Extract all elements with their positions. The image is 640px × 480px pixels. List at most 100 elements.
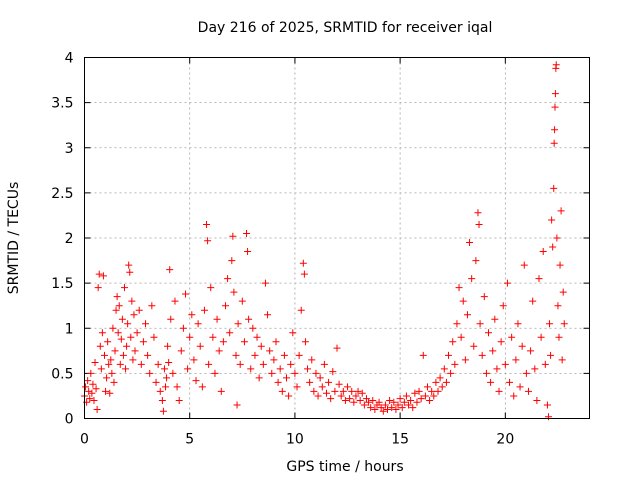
y-tick-label: 3.5 <box>51 96 73 112</box>
data-point <box>426 396 434 404</box>
data-point <box>152 378 160 386</box>
data-point <box>110 378 118 386</box>
data-point <box>92 385 100 393</box>
data-point <box>522 369 530 377</box>
data-point <box>379 407 387 415</box>
data-point <box>478 351 486 359</box>
data-point <box>158 396 166 404</box>
data-point <box>114 329 122 337</box>
data-point <box>268 369 276 377</box>
x-tick-label: 5 <box>185 432 194 448</box>
data-point <box>228 257 236 265</box>
data-point <box>487 378 495 386</box>
data-point <box>386 396 394 404</box>
data-point <box>423 383 431 391</box>
data-point <box>470 342 478 350</box>
data-point <box>558 356 566 364</box>
y-tick-label: 4 <box>65 51 74 67</box>
data-point <box>533 396 541 404</box>
data-point <box>543 401 551 409</box>
data-point <box>529 297 537 305</box>
data-point <box>413 398 421 406</box>
data-point <box>300 270 308 278</box>
data-point <box>506 378 514 386</box>
data-point <box>409 404 417 412</box>
data-point <box>310 387 318 395</box>
y-tick-label: 2 <box>65 231 74 247</box>
data-point <box>105 360 113 368</box>
data-point <box>548 216 556 224</box>
y-axis-label: SRMTID / TECUs <box>6 182 22 295</box>
data-point <box>96 342 104 350</box>
data-point <box>173 383 181 391</box>
tick-labels: 0 0.5 1 1.5 2 2.5 3 3.5 4 0 5 10 15 20 <box>51 51 514 448</box>
data-point <box>445 351 453 359</box>
data-point <box>159 407 167 415</box>
data-point <box>402 392 410 400</box>
data-point <box>499 302 507 310</box>
data-point <box>312 369 320 377</box>
data-point <box>171 297 179 305</box>
data-point <box>394 401 402 409</box>
data-point <box>417 395 425 403</box>
data-point <box>233 401 241 409</box>
data-point <box>91 359 99 367</box>
data-point <box>85 387 93 395</box>
data-point <box>156 387 164 395</box>
data-point <box>122 365 130 373</box>
chart-title: Day 216 of 2025, SRMTID for receiver iqa… <box>198 20 493 36</box>
data-point <box>226 329 234 337</box>
data-point <box>229 232 237 240</box>
data-point <box>137 360 145 368</box>
data-point <box>388 404 396 412</box>
data-point <box>106 389 114 397</box>
data-point <box>421 392 429 400</box>
data-point <box>466 239 474 247</box>
data-point <box>127 333 135 341</box>
data-point <box>230 288 238 296</box>
data-point <box>346 395 354 403</box>
data-point <box>314 392 322 400</box>
data-point <box>555 333 563 341</box>
data-point <box>198 383 206 391</box>
data-point <box>192 377 200 385</box>
data-point <box>166 266 174 274</box>
data-point <box>449 338 457 346</box>
data-point <box>179 324 187 332</box>
data-point <box>480 293 488 301</box>
data-point <box>362 395 370 403</box>
y-tick-label: 1 <box>65 321 74 337</box>
data-point <box>266 347 274 355</box>
data-point <box>118 315 126 323</box>
plot-frame <box>84 57 590 419</box>
data-point <box>291 369 299 377</box>
data-point <box>459 297 467 305</box>
data-point <box>276 365 284 373</box>
data-point <box>154 360 162 368</box>
data-point <box>280 351 288 359</box>
data-point <box>475 220 483 228</box>
data-point <box>124 320 132 328</box>
data-point <box>144 351 152 359</box>
data-point <box>457 333 465 341</box>
data-point <box>491 315 499 323</box>
data-point <box>94 284 102 292</box>
data-point <box>375 398 383 406</box>
data-point <box>377 404 385 412</box>
data-point <box>224 275 232 283</box>
data-point <box>304 365 312 373</box>
data-point <box>90 396 98 404</box>
x-tick-label: 10 <box>286 432 304 448</box>
data-point <box>139 338 147 346</box>
data-point <box>447 369 455 377</box>
data-point <box>111 347 119 355</box>
data-point <box>188 311 196 319</box>
data-point <box>107 356 115 364</box>
data-point <box>148 302 156 310</box>
data-point <box>348 387 356 395</box>
data-point <box>236 360 244 368</box>
data-point <box>384 405 391 413</box>
data-point <box>200 306 208 314</box>
data-point <box>163 374 171 382</box>
data-point <box>264 311 272 319</box>
